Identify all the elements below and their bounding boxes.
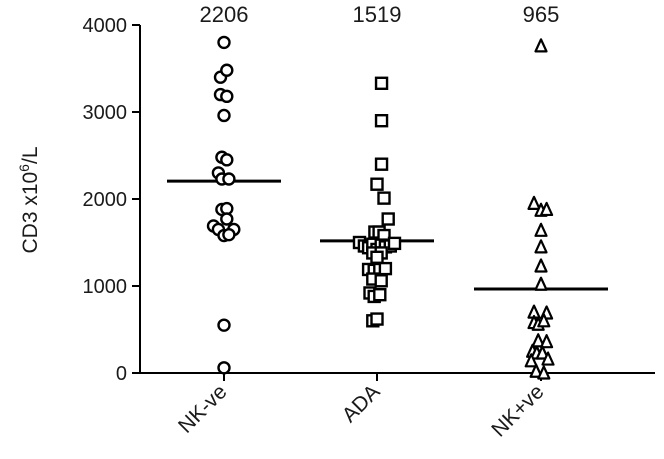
data-point-square [374,76,389,90]
data-point-circle [222,227,236,242]
data-point-circle [217,108,231,123]
x-category-label: NK-ve [174,380,232,438]
data-point-square [373,288,387,302]
y-tick-label: 3000 [83,102,128,124]
y-axis-title-suffix: /L [19,146,42,164]
data-point-circle [220,89,234,104]
data-point-square [374,157,389,171]
y-axis-title-exponent: 6 [16,164,32,172]
data-point-triangle [534,38,548,53]
data-point-triangle [524,353,538,368]
x-category-label: ADA [338,380,385,427]
y-tick-label: 1000 [83,276,128,298]
y-tick-label: 0 [116,363,127,385]
data-point-triangle [534,276,548,291]
y-tick-label: 4000 [83,15,128,37]
data-point-triangle [537,365,551,380]
y-axis: 0 1000 2000 3000 4000 [83,15,141,385]
data-point-square [374,274,388,288]
median-value-labels: 2206 1519 965 [200,2,560,27]
data-point-circle [222,172,236,186]
y-axis-title-prefix: CD3 x10 [19,172,42,254]
data-point-triangle [539,334,554,349]
y-axis-title: CD3 x106/L [16,146,42,253]
data-point-triangle [534,258,548,273]
data-point-circle [220,212,234,226]
median-value-label: 1519 [353,2,402,27]
data-point-triangle [534,222,548,237]
y-tick-label: 2000 [83,189,128,211]
data-point-circle [220,63,234,77]
data-point-circle [217,35,231,50]
data-point-circle [220,153,234,167]
data-point-triangle [539,201,554,217]
data-point-circle [217,361,231,375]
data-point-triangle [531,333,545,348]
data-point-square [387,236,402,251]
data-point-square [378,261,393,276]
median-value-label: 2206 [200,2,249,27]
data-point-circle [217,318,231,332]
data-point-square [370,312,384,326]
x-category-label: NK+ve [487,380,548,441]
data-point-triangle [534,239,548,254]
data-point-triangle [541,351,555,366]
data-point-square [381,212,395,226]
data-point-square [370,250,384,264]
data-point-square [370,177,384,191]
data-point-triangle [537,313,551,328]
data-point-triangle [529,363,543,378]
data-point-square [374,113,389,128]
data-point-square [377,191,391,205]
x-axis: NK-ve ADA NK+ve [140,372,655,442]
data-point-triangle [535,345,550,360]
data-point-triangle [527,195,541,210]
data-points [206,35,555,380]
median-value-label: 965 [523,2,560,27]
